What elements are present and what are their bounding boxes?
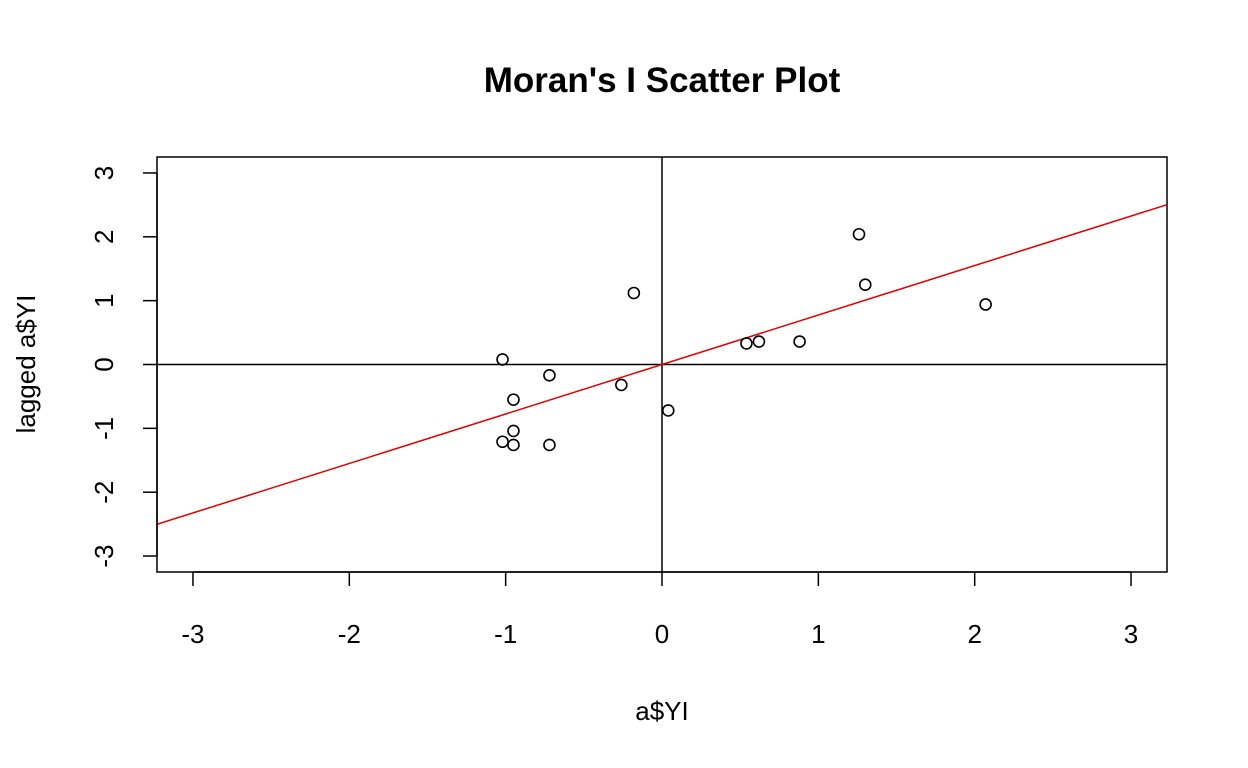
y-axis: -3 -2 -1 0 1 2 3 [89,166,158,568]
x-axis-label: a$YI [635,696,689,726]
x-tick-label: 0 [655,619,669,649]
plot-area [157,157,1167,572]
x-tick-label: 3 [1124,619,1138,649]
data-point [752,335,766,348]
data-point [496,353,509,366]
data-point [615,378,628,392]
y-axis-label: lagged a$YI [11,295,41,434]
y-tick-label: 1 [89,293,119,307]
data-point [496,435,509,449]
data-point [543,438,556,452]
data-point [627,286,641,300]
data-point [543,369,556,382]
x-tick-label: -3 [181,619,204,649]
chart-title: Moran's I Scatter Plot [484,61,841,100]
data-point [507,424,520,438]
plot-content [157,157,1167,572]
x-tick-label: 2 [967,619,981,649]
x-axis: -3 -2 -1 0 1 2 3 [181,571,1138,649]
y-tick-label: -1 [89,417,119,440]
data-point [979,298,992,311]
y-tick-label: 2 [89,230,119,244]
data-point [661,404,675,417]
data-point [852,227,866,241]
regression-line [157,203,1167,526]
x-tick-label: -1 [494,619,517,649]
y-tick-label: -3 [89,544,119,567]
data-point [793,335,806,348]
data-point [740,337,753,350]
data-point [507,438,520,452]
x-tick-label: -2 [338,619,361,649]
y-tick-label: 0 [89,357,119,371]
x-tick-label: 1 [811,619,825,649]
data-point [507,393,520,406]
y-tick-label: 3 [89,166,119,180]
data-point [858,278,872,291]
y-tick-label: -2 [89,481,119,504]
